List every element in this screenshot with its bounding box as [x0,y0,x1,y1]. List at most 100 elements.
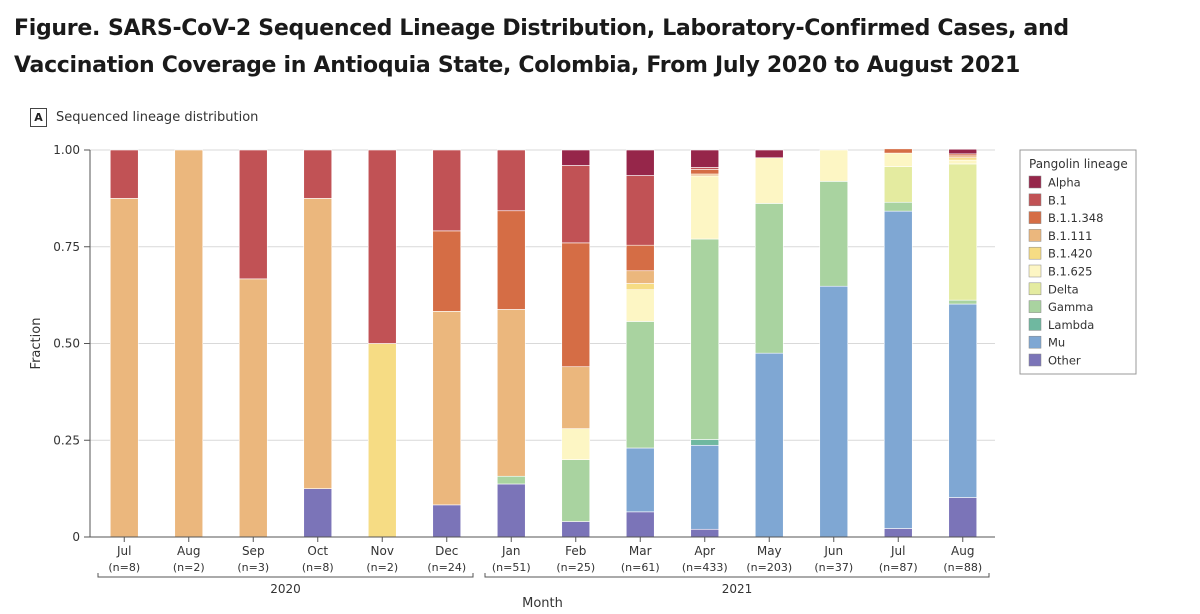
x-tick-label: Oct [307,544,328,558]
x-tick-label: Jan [501,544,521,558]
bar-segment-b-1-111 [174,149,204,538]
legend-item-label: Mu [1048,336,1065,350]
bar-segment-b-1-420 [625,283,655,291]
y-tick-label: 1.00 [53,143,80,157]
bar-segment-mu [754,352,784,538]
x-axis-label: Month [522,596,563,611]
bar-segment-b-1-1-348 [690,169,720,175]
legend-item-label: Lambda [1048,318,1094,332]
panel-title: Sequenced lineage distribution [56,110,259,125]
figure-title-text: SARS-CoV-2 Sequenced Lineage Distributio… [14,16,1069,78]
y-axis-label: Fraction [29,318,44,370]
sample-count-label: (n=3) [237,561,269,574]
sample-count-label: (n=88) [943,561,982,574]
bar-segment-b-1-111 [303,198,333,489]
legend-item-label: B.1.111 [1048,229,1092,243]
y-tick-label: 0.75 [53,240,80,254]
bar-segment-b-1-625 [690,175,720,240]
sample-count-label: (n=25) [556,561,595,574]
figure-title: Figure. SARS-CoV-2 Sequenced Lineage Dist… [14,10,1174,84]
bar-segment-b-1 [432,149,462,232]
bar-segment-b-1-111 [432,311,462,506]
sample-count-label: (n=2) [366,561,398,574]
x-tick-label: Mar [629,544,652,558]
sample-count-label: (n=37) [814,561,853,574]
bar-segment-other [432,504,462,538]
bar-segment-b-1-625 [561,428,591,460]
bar-segment-gamma [754,203,784,354]
x-tick-label: Sep [242,544,265,558]
legend-swatch [1028,318,1042,331]
bar-segment-b-1-111 [496,309,526,477]
legend-swatch [1028,335,1042,349]
bar-segment-gamma [690,238,720,440]
bar-segment-b-1-625 [754,157,784,204]
x-tick-label: Jun [823,544,843,558]
sample-count-label: (n=51) [492,561,531,574]
bar-segment-b-1-625 [819,149,849,182]
legend-item-label: Gamma [1048,300,1093,314]
bar-segment-b-1-625 [625,289,655,322]
legend-swatch [1028,300,1042,313]
bar-segment-alpha [625,149,655,176]
year-bracket [484,573,990,578]
y-tick-label: 0.25 [53,433,80,447]
x-tick-label: Aug [177,544,200,558]
bar-segment-other [303,488,333,538]
legend-swatch [1028,211,1042,224]
bar-segment-mu [948,303,978,498]
bar-segment-other [690,528,720,538]
sample-count-label: (n=8) [108,561,140,574]
legend-item-label: B.1 [1048,193,1067,207]
sample-count-label: (n=61) [621,561,660,574]
bar-segment-other [625,511,655,538]
bar-segment-b-1-420 [367,343,397,538]
bar-segment-b-1-1-348 [561,242,591,368]
legend-swatch [1028,229,1042,242]
x-tick-label: Aug [951,544,974,558]
bar-segment-gamma [561,459,591,522]
bar-segment-mu [819,285,849,538]
legend-item-label: B.1.420 [1048,247,1092,261]
bar-segment-b-1-420 [948,157,978,161]
bar-segment-other [561,521,591,538]
legend-swatch [1028,353,1042,367]
bar-segment-b-1-1-348 [496,210,526,310]
bar-segment-gamma [883,201,913,212]
legend-title: Pangolin lineage [1029,157,1128,171]
bar-segment-b-1 [496,149,526,212]
bar-segment-b-1-625 [883,152,913,167]
bar-segment-b-1 [561,165,591,244]
panel-letter: A [30,108,47,127]
bar-segment-b-1-111 [238,278,268,538]
x-tick-label: Jul [116,544,131,558]
bar-segment-delta [948,163,978,301]
bar-segment-gamma [625,321,655,449]
sample-count-label: (n=2) [173,561,205,574]
legend-swatch [1028,264,1042,278]
bar-segment-alpha [754,149,784,159]
bar-segment-b-1 [367,149,397,344]
bar-segment-lambda [690,439,720,446]
bar-segment-b-1-111 [561,366,591,429]
bar-segment-mu [625,447,655,513]
x-tick-label: Feb [565,544,586,558]
year-label: 2020 [270,582,301,596]
bar-segment-b-1 [625,175,655,246]
bar-segment-mu [690,444,720,530]
bar-segment-b-1-1-348 [625,244,655,272]
bar-segment-b-1 [303,149,333,199]
y-tick-label: 0.50 [53,337,80,351]
bar-segment-gamma [819,181,849,287]
legend-item-label: Delta [1048,282,1079,296]
x-tick-label: Apr [694,544,715,558]
bar-segment-b-1-111 [625,270,655,284]
figure-label: Figure. [14,16,101,41]
bar-segment-alpha [948,148,978,155]
sample-count-label: (n=87) [879,561,918,574]
bar-segment-other [496,483,526,538]
legend-swatch [1028,282,1042,296]
bar-segment-b-1-111 [109,198,139,538]
legend-item-label: B.1.1.348 [1048,211,1103,225]
